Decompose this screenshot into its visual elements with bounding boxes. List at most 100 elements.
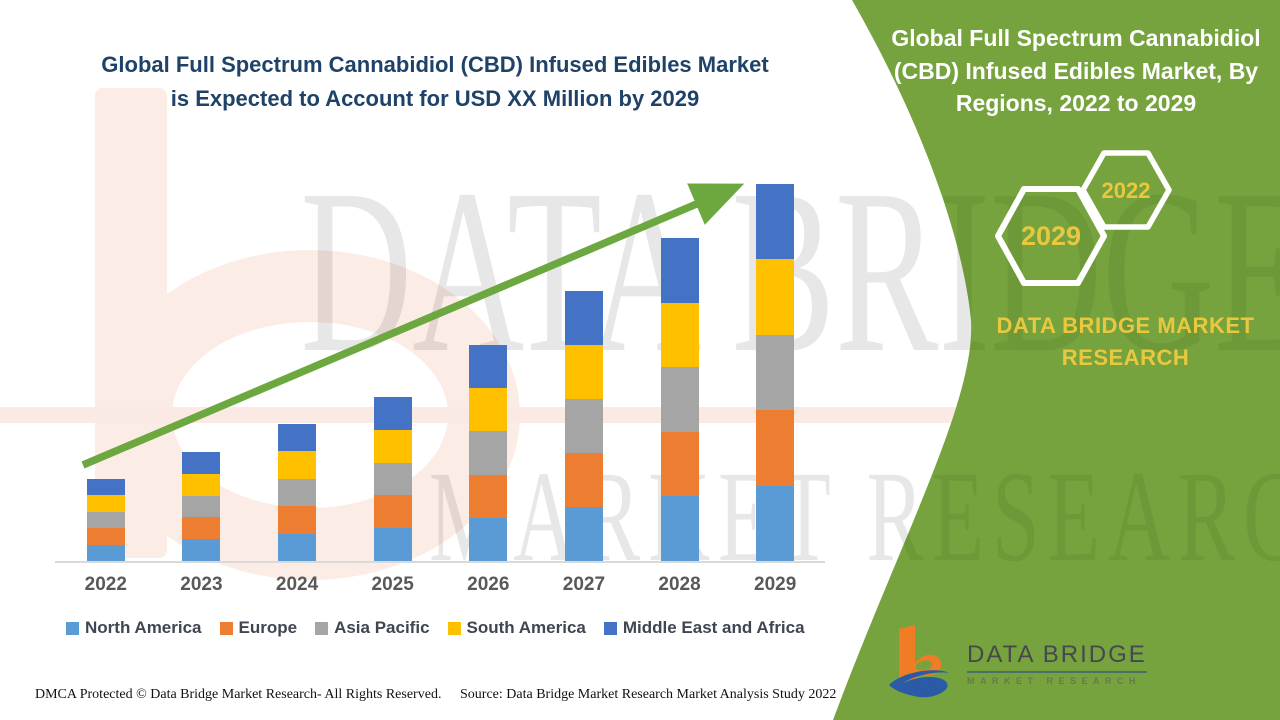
trend-arrow (81, 183, 745, 469)
logo-subtext: MARKET RESEARCH (967, 675, 1142, 686)
segment-europe-2022 (86, 528, 125, 545)
x-label-2026: 2026 (467, 574, 510, 595)
segment-asia-pacific-2024 (278, 478, 317, 507)
segment-europe-2029 (756, 410, 795, 486)
source-note: Source: Data Bridge Market Research Mark… (460, 687, 837, 702)
logo-b-shape (899, 625, 942, 681)
segment-north-america-2024 (278, 533, 317, 561)
bar-stack-2025 (373, 397, 412, 561)
segment-south-america-2026 (469, 388, 508, 432)
segment-north-america-2028 (660, 496, 699, 561)
data-bridge-logo-icon (885, 623, 955, 703)
x-axis-labels: 2022 2023 2024 2025 2026 2027 2028 2029 (58, 574, 823, 596)
segment-asia-pacific-2028 (660, 367, 699, 432)
legend-swatch-europe (219, 621, 233, 635)
legend-swatch-middle-east-and-africa (603, 621, 617, 635)
segment-north-america-2025 (373, 528, 412, 561)
x-label-2023: 2023 (180, 574, 223, 595)
legend: North America Europe Asia Pacific South Ame… (66, 618, 856, 638)
legend-label-asia-pacific: Asia Pacific (334, 618, 430, 637)
x-label-2029: 2029 (754, 574, 797, 595)
side-panel-title: Global Full Spectrum Cannabidiol (CBD) I… (891, 25, 1261, 117)
segment-europe-2025 (373, 495, 412, 529)
x-label-2027: 2027 (562, 574, 606, 595)
hexagon-2029 (995, 186, 1107, 286)
x-axis-line (55, 561, 825, 563)
legend-item-europe: Europe (219, 618, 298, 638)
bar-column-2024 (249, 161, 345, 561)
legend-label-middle-east-and-africa: Middle East and Africa (622, 618, 805, 637)
segment-south-america-2029 (756, 259, 795, 335)
legend-item-middle-east-and-africa: Middle East and Africa (603, 618, 805, 638)
bar-column-2025 (345, 161, 441, 561)
bar-column-2029 (727, 161, 823, 561)
bar-column-2023 (154, 161, 250, 561)
segment-south-america-2023 (182, 473, 221, 496)
bar-column-2028 (632, 161, 728, 561)
legend-item-south-america: South America (447, 618, 586, 638)
x-label-2024: 2024 (275, 574, 319, 595)
segment-asia-pacific-2029 (756, 334, 795, 411)
chart-title: Global Full Spectrum Cannabidiol (CBD) I… (101, 52, 769, 112)
segment-middle-east-and-africa-2028 (660, 238, 699, 303)
segment-middle-east-and-africa-2029 (756, 184, 795, 260)
legend-swatch-south-america (447, 621, 461, 635)
bars (58, 161, 823, 561)
data-bridge-logo: DATA BRIDGE MARKET RESEARCH (885, 618, 1165, 708)
logo-name: DATA BRIDGE (967, 641, 1147, 673)
segment-south-america-2022 (86, 495, 125, 512)
segment-north-america-2023 (182, 539, 221, 561)
segment-asia-pacific-2023 (182, 495, 221, 518)
segment-europe-2027 (564, 453, 603, 507)
segment-asia-pacific-2022 (86, 511, 125, 529)
bar-stack-2023 (182, 452, 221, 561)
x-label-2028: 2028 (658, 574, 701, 595)
segment-north-america-2026 (469, 517, 508, 561)
legend-label-south-america: South America (466, 618, 586, 637)
bar-stack-2028 (660, 238, 699, 561)
segment-europe-2026 (469, 474, 508, 518)
segment-south-america-2024 (278, 451, 317, 479)
segment-asia-pacific-2026 (469, 431, 508, 475)
logo-swoosh-ring (913, 678, 939, 693)
segment-europe-2023 (182, 517, 221, 540)
x-label-2022: 2022 (84, 574, 127, 595)
bar-column-2027 (536, 161, 632, 561)
hexagon-2029-label: 2029 (1021, 221, 1081, 251)
legend-label-north-america: North America (85, 618, 202, 637)
bar-column-2022 (58, 161, 154, 561)
segment-europe-2028 (660, 431, 699, 497)
segment-middle-east-and-africa-2026 (469, 345, 508, 389)
brand-heading: DATA BRIDGE MARKET RESEARCH (996, 313, 1255, 370)
bar-stack-2024 (278, 424, 317, 561)
hexagon-2022 (1080, 150, 1172, 230)
segment-south-america-2027 (564, 345, 603, 399)
bar-stack-2029 (756, 184, 795, 561)
segment-asia-pacific-2027 (564, 399, 603, 453)
segment-middle-east-and-africa-2025 (373, 397, 412, 430)
segment-middle-east-and-africa-2023 (182, 452, 221, 474)
segment-north-america-2029 (756, 485, 795, 561)
legend-swatch-north-america (66, 621, 79, 635)
bar-stack-2022 (86, 479, 125, 561)
legend-item-north-america: North America (66, 618, 202, 638)
legend-swatch-asia-pacific (315, 621, 329, 635)
segment-middle-east-and-africa-2027 (564, 291, 603, 345)
segment-north-america-2027 (564, 507, 603, 561)
segment-south-america-2025 (373, 429, 412, 463)
bar-column-2026 (441, 161, 537, 561)
bar-stack-2027 (564, 291, 603, 561)
segment-south-america-2028 (660, 302, 699, 368)
x-label-2025: 2025 (371, 574, 414, 595)
bar-stack-2026 (469, 345, 508, 561)
segment-north-america-2022 (86, 544, 125, 561)
segment-middle-east-and-africa-2022 (86, 479, 125, 496)
segment-middle-east-and-africa-2024 (278, 424, 317, 452)
watermark-row2-on-green: MARKET RESEARCH (429, 444, 1280, 588)
segment-europe-2024 (278, 506, 317, 534)
legend-label-europe: Europe (238, 618, 298, 637)
hexagon-2022-label: 2022 (1102, 178, 1151, 203)
segment-asia-pacific-2025 (373, 462, 412, 496)
